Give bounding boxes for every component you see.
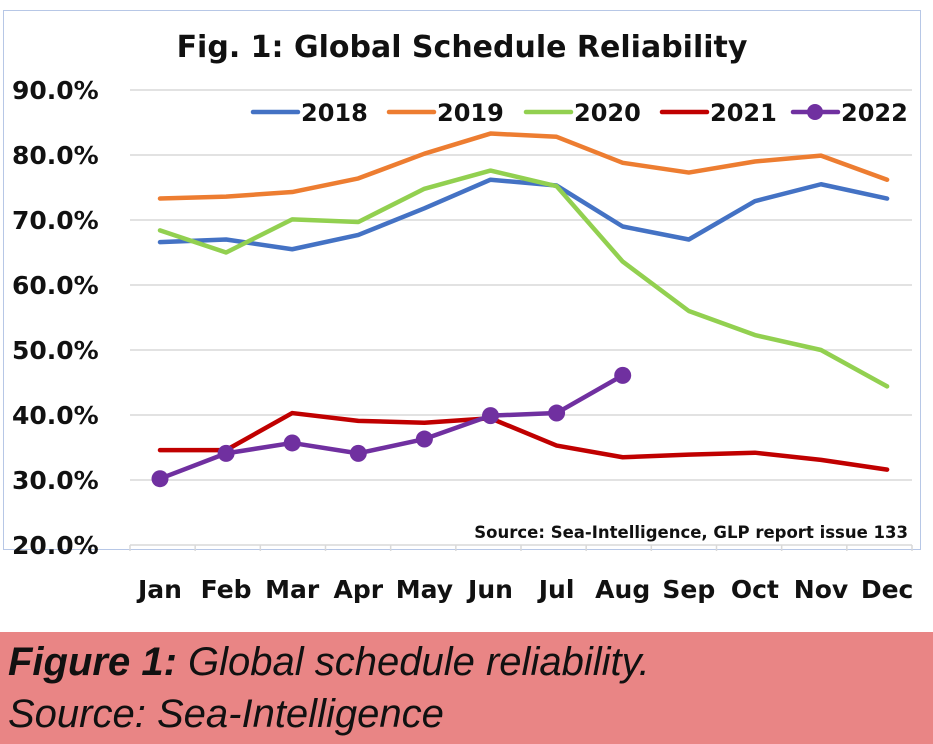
x-tick-label: Nov (794, 575, 848, 604)
x-tick-label: Sep (662, 575, 715, 604)
caption-line-1: Figure 1: Global schedule reliability. (8, 640, 650, 685)
y-tick-label: 60.0% (12, 271, 99, 300)
caption-lead: Figure 1: (8, 640, 177, 684)
data-point-2022 (283, 434, 301, 452)
series-lines (151, 131, 890, 488)
x-tick-labels: Jan Feb Mar Apr May Jun Jul Aug Sep Oct Nov Dec (136, 575, 913, 604)
data-point-2022 (151, 470, 169, 488)
y-tick-label: 40.0% (12, 401, 99, 430)
chart-frame (3, 10, 921, 550)
y-tick-label: 90.0% (12, 76, 99, 105)
y-tick-label: 80.0% (12, 141, 99, 170)
y-tick-label: 50.0% (12, 336, 99, 365)
series-line-2021 (157, 410, 890, 472)
x-tick-label: Feb (201, 575, 252, 604)
y-tick-label: 70.0% (12, 206, 99, 235)
legend-label-2018: 2018 (301, 99, 368, 127)
chart-title: Fig. 1: Global Schedule Reliability (177, 30, 748, 65)
x-tick-label: Aug (595, 575, 650, 604)
source-note: Source: Sea-Intelligence, GLP report iss… (474, 523, 908, 542)
y-tick-label: 20.0% (12, 531, 99, 560)
data-point-2022 (548, 404, 566, 422)
y-tick-labels: 20.0% 30.0% 40.0% 50.0% 60.0% 70.0% 80.0% 90.0% (12, 76, 99, 560)
data-point-2022 (415, 430, 433, 448)
x-tick-label: Dec (861, 575, 914, 604)
legend: 2018 2019 2020 2021 2022 (250, 99, 908, 127)
caption-text: Global schedule reliability. (176, 640, 650, 684)
data-point-2022 (482, 407, 499, 425)
x-tick-label: Mar (265, 575, 320, 604)
legend-label-2021: 2021 (710, 99, 777, 127)
gridlines (130, 89, 912, 481)
legend-marker-2022 (807, 104, 823, 120)
x-axis (129, 544, 913, 551)
x-tick-label: May (396, 575, 453, 604)
x-tick-label: Jan (136, 575, 182, 604)
caption-banner: Figure 1: Global schedule reliability. S… (0, 632, 933, 744)
legend-label-2022: 2022 (841, 99, 908, 127)
legend-label-2020: 2020 (574, 99, 641, 127)
y-tick-label: 30.0% (12, 466, 99, 495)
x-tick-label: Apr (334, 575, 384, 604)
series-line-2018 (157, 177, 890, 252)
data-point-2022 (217, 444, 235, 462)
x-tick-label: Jun (466, 575, 513, 604)
x-tick-label: Oct (731, 575, 779, 604)
x-tick-label: Jul (537, 575, 575, 604)
series-line-2022 (157, 373, 625, 481)
data-point-2022 (614, 366, 632, 384)
line-chart: Fig. 1: Global Schedule Reliability 20.0… (12, 30, 913, 604)
series-line-2019 (157, 131, 890, 201)
legend-label-2019: 2019 (437, 99, 504, 127)
series-line-2020 (157, 168, 890, 389)
caption-source: Source: Sea-Intelligence (8, 692, 444, 736)
data-point-2022 (349, 444, 367, 462)
